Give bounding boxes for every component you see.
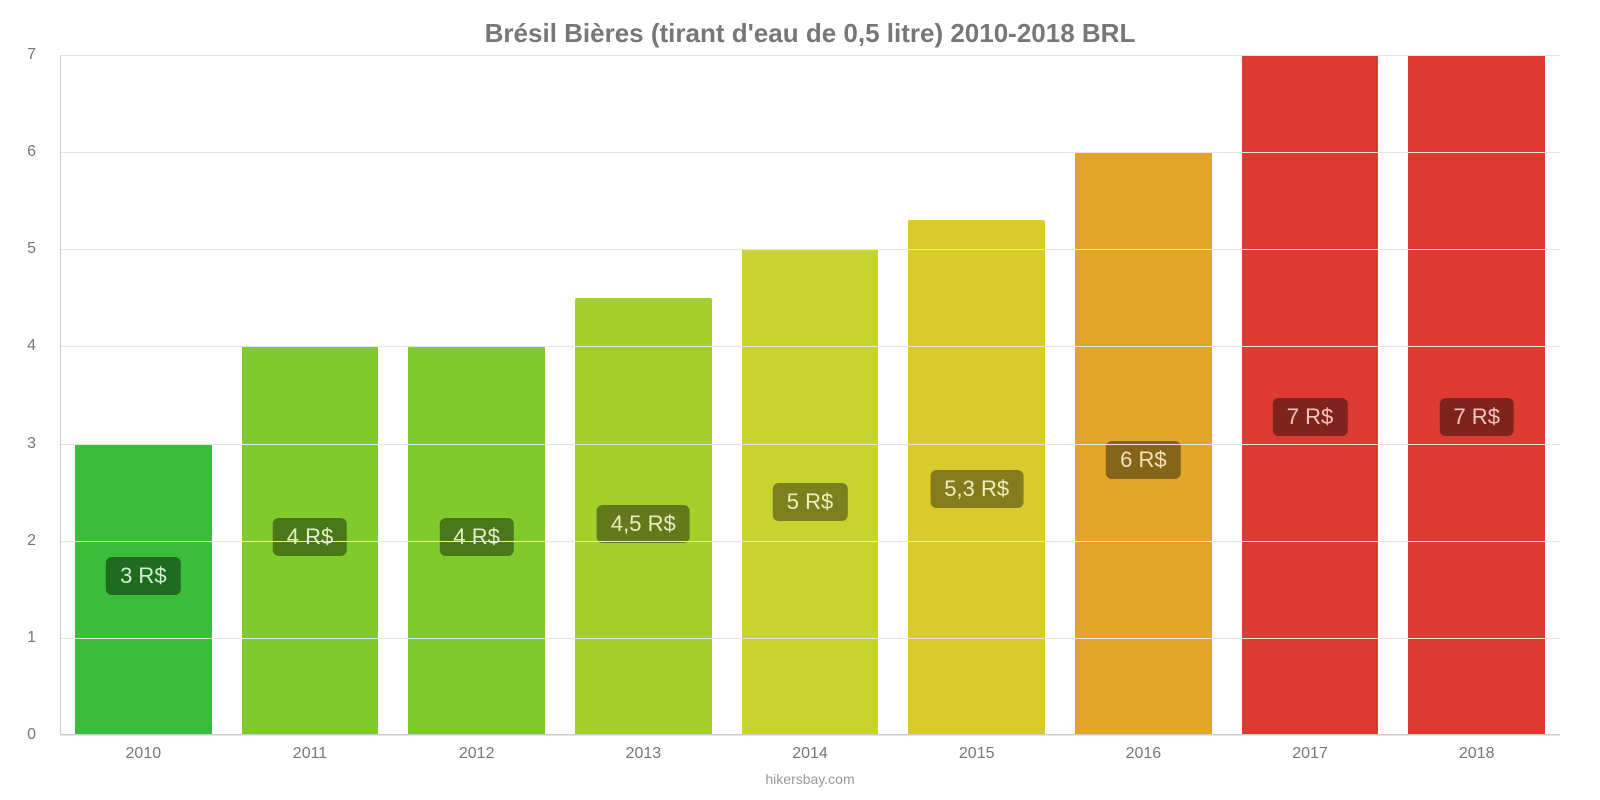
bar-slot: 7 R$ [1393, 55, 1560, 735]
bar-slot: 4,5 R$ [560, 55, 727, 735]
y-tick-label: 7 [27, 46, 36, 64]
chart-title: Brésil Bières (tirant d'eau de 0,5 litre… [60, 18, 1560, 49]
bars-region: 3 R$ 4 R$ 4 R$ 4,5 R$ 5 R$ 5,3 R$ 6 R$ 7 R$ 7 R$ [60, 55, 1560, 735]
bar: 7 R$ [1242, 55, 1379, 735]
x-tick-label: 2016 [1060, 745, 1227, 763]
bar-value-label: 7 R$ [1273, 398, 1347, 436]
y-tick-label: 4 [27, 337, 36, 355]
bar-value-label: 6 R$ [1106, 441, 1180, 479]
grid-line [60, 55, 1560, 56]
y-tick-label: 1 [27, 629, 36, 647]
x-tick-label: 2017 [1227, 745, 1394, 763]
bar-value-label: 5,3 R$ [930, 470, 1023, 508]
bar-value-label: 5 R$ [773, 483, 847, 521]
y-tick-label: 2 [27, 532, 36, 550]
x-axis-line [60, 734, 1560, 735]
bar-value-label: 7 R$ [1439, 398, 1513, 436]
chart-container: Brésil Bières (tirant d'eau de 0,5 litre… [0, 0, 1600, 800]
bar: 3 R$ [75, 444, 212, 735]
bar-slot: 6 R$ [1060, 55, 1227, 735]
x-tick-label: 2013 [560, 745, 727, 763]
bar-slot: 5 R$ [727, 55, 894, 735]
bar-slot: 4 R$ [393, 55, 560, 735]
grid-line [60, 152, 1560, 153]
bar-value-label: 3 R$ [106, 557, 180, 595]
x-tick-label: 2012 [393, 745, 560, 763]
grid-line [60, 541, 1560, 542]
y-tick-label: 6 [27, 143, 36, 161]
bar-value-label: 4,5 R$ [597, 505, 690, 543]
x-tick-label: 2011 [227, 745, 394, 763]
bar-value-label: 4 R$ [273, 518, 347, 556]
bar-value-label: 4 R$ [439, 518, 513, 556]
x-tick-label: 2014 [727, 745, 894, 763]
grid-line [60, 444, 1560, 445]
x-tick-label: 2018 [1393, 745, 1560, 763]
grid-line [60, 735, 1560, 736]
x-axis-labels: 201020112012201320142015201620172018 [60, 745, 1560, 763]
bar: 7 R$ [1408, 55, 1545, 735]
grid-line [60, 346, 1560, 347]
grid-line [60, 249, 1560, 250]
y-tick-label: 0 [27, 726, 36, 744]
bar-slot: 5,3 R$ [893, 55, 1060, 735]
y-axis-line [60, 55, 61, 735]
bar: 5 R$ [742, 249, 879, 735]
footer-credit: hikersbay.com [60, 771, 1560, 787]
bar-slot: 7 R$ [1227, 55, 1394, 735]
bar-slot: 3 R$ [60, 55, 227, 735]
bar: 5,3 R$ [908, 220, 1045, 735]
grid-line [60, 638, 1560, 639]
bar-slot: 4 R$ [227, 55, 394, 735]
bar: 4,5 R$ [575, 298, 712, 735]
x-tick-label: 2015 [893, 745, 1060, 763]
y-tick-label: 5 [27, 240, 36, 258]
x-tick-label: 2010 [60, 745, 227, 763]
plot-area: 01234567 3 R$4 R$4 R$4,5 R$5 R$5,3 R$6 R… [60, 55, 1560, 735]
y-tick-label: 3 [27, 435, 36, 453]
